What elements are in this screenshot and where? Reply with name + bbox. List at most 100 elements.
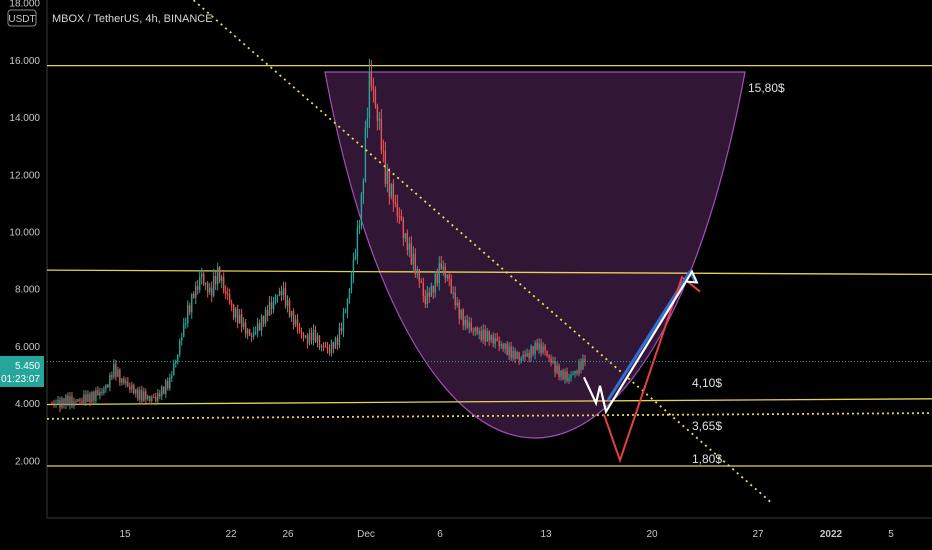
candle-body	[157, 393, 159, 402]
candle-body	[506, 343, 508, 356]
currency-badge[interactable]	[7, 9, 37, 27]
candle-body	[242, 322, 245, 327]
candle-body	[566, 371, 568, 382]
projection-path-white	[583, 270, 693, 415]
candle-body	[548, 356, 550, 359]
candle-body	[364, 127, 367, 181]
candle-body	[147, 396, 149, 400]
candle-body	[276, 295, 279, 297]
candle-body	[540, 343, 542, 353]
candle-body	[143, 391, 145, 402]
candle-body	[300, 331, 303, 335]
candle-body	[113, 363, 115, 378]
candle-body	[240, 314, 243, 327]
candle-body	[133, 384, 135, 394]
candle-body	[334, 338, 337, 349]
candle-body	[520, 358, 522, 361]
x-tick-label: 22	[225, 529, 237, 540]
candle-body	[195, 286, 197, 298]
candle-body	[153, 397, 155, 399]
candle-body	[456, 302, 458, 306]
x-tick-label: Dec	[357, 529, 375, 540]
candle-body	[304, 335, 307, 338]
horizontal-level-line	[46, 398, 932, 406]
candle-body	[572, 373, 574, 375]
candle-body	[274, 296, 277, 302]
candle-body	[314, 329, 317, 342]
candle-body	[145, 391, 147, 400]
candle-body	[91, 391, 93, 403]
x-tick-label: 20	[646, 529, 658, 540]
candle-body	[354, 256, 357, 260]
candle-countdown: 01:23:07	[1, 374, 40, 385]
y-tick-label: 4.000	[15, 399, 40, 410]
candle-body	[398, 215, 401, 217]
candle-body	[236, 308, 239, 324]
candle-body	[99, 391, 101, 396]
candle-body	[390, 184, 393, 197]
candle-body	[458, 302, 460, 319]
candle-body	[71, 396, 73, 407]
candle-body	[502, 344, 504, 349]
candle-body	[181, 336, 183, 341]
candle-body	[292, 310, 295, 326]
currency-badge-label: USDT	[8, 14, 35, 25]
candle-body	[492, 335, 494, 344]
candle-body	[201, 273, 203, 278]
candle-body	[224, 291, 227, 295]
candle-body	[462, 309, 464, 326]
candle-body	[416, 268, 419, 275]
candle-body	[438, 263, 440, 284]
candle-body	[382, 150, 385, 152]
candle-body	[358, 225, 361, 228]
candle-body	[268, 302, 271, 316]
candle-body	[51, 403, 53, 405]
candle-body	[248, 329, 251, 336]
candle-body	[230, 303, 233, 305]
candle-body	[568, 377, 570, 382]
candle-body	[444, 266, 446, 279]
candle-body	[366, 118, 369, 128]
candle-body	[175, 361, 177, 364]
candle-body	[87, 394, 89, 402]
candle-body	[554, 361, 556, 373]
cup-pattern-shape	[324, 71, 746, 439]
candle-body	[210, 287, 213, 296]
candle-body	[426, 292, 428, 305]
candle-body	[368, 71, 371, 119]
candle-body	[290, 310, 293, 317]
candle-body	[332, 342, 335, 349]
candle-body	[65, 395, 67, 406]
candle-body	[460, 309, 462, 319]
candle-body	[79, 399, 81, 401]
x-tick-label: 15	[119, 529, 131, 540]
candle-body	[119, 369, 121, 383]
x-tick-label: 5	[888, 529, 894, 540]
candle-body	[85, 394, 87, 402]
candle-body	[151, 397, 153, 402]
candle-body	[127, 381, 129, 387]
candle-body	[246, 329, 249, 335]
candle-body	[392, 184, 395, 203]
candle-body	[536, 342, 538, 350]
x-axis-ticks: 15 22 26 Dec 6 13 20 27 2022 5	[119, 529, 894, 540]
candle-body	[115, 363, 117, 377]
candle-body	[81, 400, 83, 403]
last-price-badge	[0, 356, 44, 387]
candle-body	[544, 346, 546, 351]
candle-body	[494, 337, 496, 344]
candle-body	[63, 398, 65, 406]
candle-body	[336, 338, 339, 345]
x-tick-label: 26	[282, 529, 294, 540]
candle-body	[556, 365, 558, 373]
candle-body	[432, 285, 434, 293]
candle-body	[89, 394, 91, 403]
candle-body	[562, 370, 564, 380]
candle-body	[478, 331, 480, 334]
candle-body	[330, 342, 333, 354]
candle-body	[69, 396, 71, 406]
candle-body	[464, 320, 466, 326]
candle-body	[262, 316, 265, 324]
candle-body	[161, 386, 163, 397]
